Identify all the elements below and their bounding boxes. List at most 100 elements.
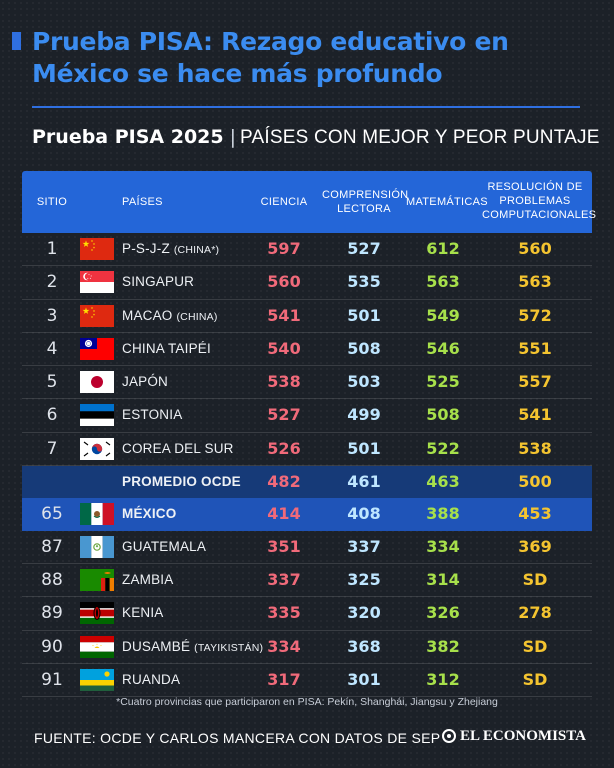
score-resolucion: 500	[518, 472, 552, 492]
country-name: RUANDA	[122, 671, 181, 687]
score-resolucion: 560	[518, 239, 552, 258]
kenya-flag-icon	[80, 602, 114, 625]
score-resolucion: 551	[518, 338, 552, 358]
rank: 65	[41, 504, 63, 525]
country-name: DUSAMBÉ	[122, 638, 191, 654]
country-name: ZAMBIA	[122, 571, 174, 587]
flag	[80, 471, 114, 493]
flag	[80, 437, 114, 460]
score-resolucion: 541	[518, 405, 552, 425]
score-matematicas: 525	[426, 372, 460, 392]
header-sitio: SITIO	[36, 196, 68, 208]
country-name: MACAO	[122, 307, 173, 323]
header-resolucion: RESOLUCIÓN DE PROBLEMAS COMPUTACIONALES	[482, 181, 597, 221]
subtitle-strong: Prueba PISA 2025	[32, 126, 224, 148]
score-lectura: 499	[347, 405, 381, 425]
flag	[80, 602, 114, 625]
table-row: 4 CHINA TAIPÉI 540 508 546 551	[22, 333, 592, 367]
country-note: (TAYIKISTÁN)	[194, 641, 264, 654]
subtitle: Prueba PISA 2025 | PAÍSES CON MEJOR Y PEOR…	[32, 124, 602, 151]
country: SINGAPUR	[122, 266, 194, 298]
brand-logo: EL ECONOMISTA	[442, 728, 586, 745]
table-row: 5 JAPÓN 538 503 525 557	[22, 366, 592, 400]
header-paises: PAÍSES	[122, 196, 163, 208]
singapore-flag-icon	[80, 271, 114, 294]
score-matematicas: 522	[426, 438, 460, 458]
rank: 2	[46, 272, 58, 293]
score-matematicas: 326	[426, 603, 460, 623]
score-ciencia: 334	[267, 636, 301, 656]
mexico-row: 65 MÉXICO 414 408 388 453	[22, 498, 592, 531]
country-name: JAPÓN	[122, 374, 169, 390]
table-row: 3 MACAO (CHINA) 541 501 549 572	[22, 300, 592, 333]
ocde-average-row: PROMEDIO OCDE 482 461 463 500	[22, 466, 592, 499]
score-lectura: 508	[347, 338, 381, 358]
score-lectura: 535	[347, 272, 381, 292]
score-lectura: 501	[347, 438, 381, 458]
score-lectura: 461	[347, 472, 381, 492]
score-resolucion: 563	[518, 272, 552, 292]
rank: 7	[46, 438, 58, 459]
score-lectura: 368	[347, 636, 381, 656]
country: ZAMBIA	[122, 564, 173, 596]
country-note: (CHINA)	[176, 310, 218, 323]
country-name: KENIA	[122, 605, 164, 621]
country-name: PROMEDIO OCDE	[122, 474, 241, 490]
score-matematicas: 563	[426, 272, 460, 292]
score-ciencia: 538	[267, 372, 301, 392]
country: JAPÓN	[122, 366, 168, 398]
score-lectura: 408	[347, 504, 381, 524]
score-ciencia: 482	[267, 472, 301, 492]
table-row: 6 ESTONIA 527 499 508 541	[22, 399, 592, 433]
country-name: P-S-J-Z	[122, 241, 170, 256]
score-matematicas: 314	[426, 569, 460, 589]
headline-rule	[32, 106, 580, 108]
country-name: CHINA TAIPÉI	[122, 340, 211, 356]
score-resolucion: SD	[522, 569, 548, 589]
rank: 90	[41, 636, 63, 657]
score-ciencia: 526	[267, 438, 301, 458]
score-resolucion: 572	[518, 305, 552, 325]
tajikistan-flag-icon	[80, 635, 114, 658]
flag	[80, 535, 114, 558]
score-resolucion: 538	[518, 438, 552, 458]
score-ciencia: 351	[267, 536, 301, 556]
score-matematicas: 334	[426, 536, 460, 556]
flag	[80, 238, 114, 260]
headline: Prueba PISA: Rezago educativo en México …	[32, 27, 509, 88]
flag	[80, 503, 114, 526]
flag	[80, 668, 114, 691]
rank: 87	[41, 536, 63, 557]
estonia-flag-icon	[80, 404, 114, 427]
rank: 1	[46, 239, 58, 259]
score-matematicas: 382	[426, 636, 460, 656]
country: KENIA	[122, 597, 164, 629]
score-resolucion: 278	[518, 603, 552, 623]
flag	[80, 304, 114, 327]
zambia-flag-icon	[80, 568, 114, 591]
country: ESTONIA	[122, 399, 182, 431]
country: MÉXICO	[122, 498, 176, 530]
country-name: GUATEMALA	[122, 538, 207, 554]
source-credit: FUENTE: OCDE Y CARLOS MANCERA CON DATOS …	[34, 730, 441, 746]
score-ciencia: 317	[267, 669, 301, 689]
country-note: (CHINA*)	[173, 244, 220, 256]
country-name: MÉXICO	[122, 506, 177, 522]
country-name: ESTONIA	[122, 407, 183, 423]
score-matematicas: 546	[426, 338, 460, 358]
country-name: SINGAPUR	[122, 274, 195, 290]
table-row: 90 DUSAMBÉ (TAYIKISTÁN) 334 368 382 SD	[22, 631, 592, 664]
korea-flag-icon	[80, 437, 114, 460]
header-matematicas: MATEMÁTICAS	[406, 196, 488, 208]
rank	[22, 466, 82, 498]
rank: 88	[41, 569, 63, 590]
subtitle-light: PAÍSES CON MEJOR Y PEOR PUNTAJE	[240, 127, 600, 148]
brand-name: EL ECONOMISTA	[460, 728, 586, 744]
score-matematicas: 388	[426, 504, 460, 524]
score-resolucion: 453	[518, 504, 552, 524]
score-ciencia: 335	[267, 603, 301, 623]
rwanda-flag-icon	[80, 668, 114, 691]
score-ciencia: 540	[267, 338, 301, 358]
score-ciencia: 560	[267, 272, 301, 292]
japan-flag-icon	[80, 371, 114, 394]
